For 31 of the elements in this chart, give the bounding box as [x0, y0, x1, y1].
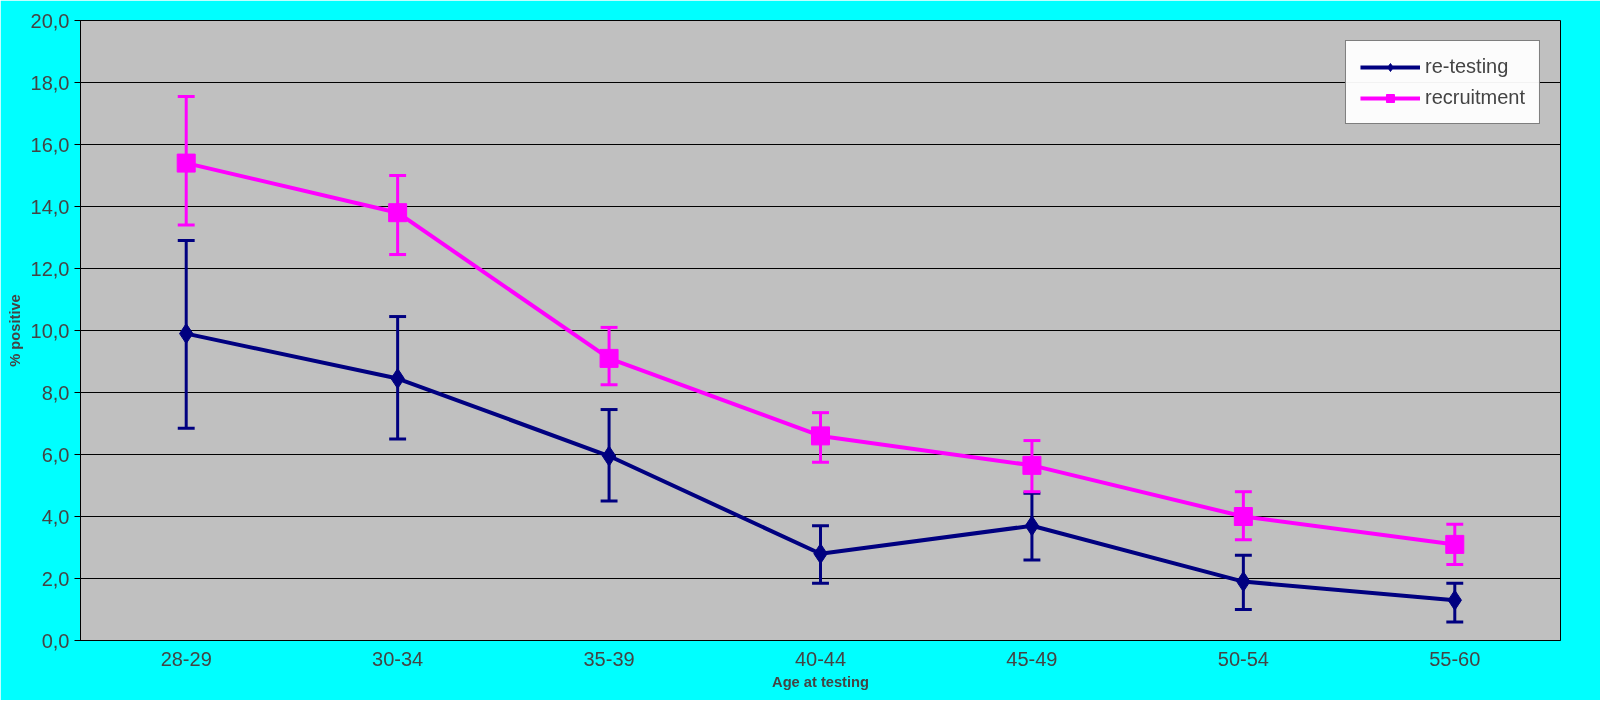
- point: [1022, 455, 1042, 475]
- y-axis-title: % positive: [6, 294, 23, 367]
- x-tick-label: 55-60: [1429, 647, 1481, 670]
- x-tick-label: 28-29: [160, 647, 212, 670]
- point: [601, 445, 617, 467]
- point: [1024, 515, 1040, 537]
- point: [811, 426, 830, 446]
- y-tick-label: 16,0: [30, 133, 70, 156]
- y-tick-label: 14,0: [30, 195, 70, 218]
- point: [599, 348, 619, 368]
- y-tick-label: 0,0: [41, 629, 70, 652]
- x-tick-label: 30-34: [372, 647, 424, 670]
- x-tick-label: 50-54: [1217, 647, 1269, 670]
- x-tick-label: 45-49: [1006, 647, 1058, 670]
- y-tick-label: 20,0: [30, 9, 70, 32]
- y-tick-label: 6,0: [41, 443, 70, 466]
- x-tick-label: 35-39: [583, 647, 635, 670]
- legend-label: re-testing: [1424, 55, 1509, 78]
- y-tick-label: 2,0: [41, 567, 70, 590]
- point: [388, 203, 408, 223]
- point: [1445, 534, 1465, 554]
- y-tick-label: 12,0: [30, 257, 70, 280]
- y-tick-label: 18,0: [30, 71, 70, 94]
- y-tick-label: 4,0: [41, 505, 70, 528]
- y-tick-label: 8,0: [41, 381, 70, 404]
- x-axis-title: Age at testing: [772, 673, 869, 690]
- y-tick-label: 10,0: [30, 319, 70, 342]
- point: [176, 153, 196, 173]
- point: [1233, 507, 1253, 526]
- legend-label: recruitment: [1424, 86, 1525, 109]
- x-tick-label: 40-44: [794, 647, 847, 670]
